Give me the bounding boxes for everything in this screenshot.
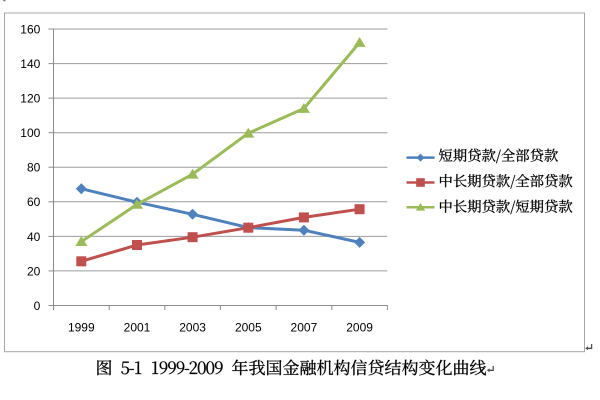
svg-text:2005: 2005 [235,321,262,335]
svg-text:2009: 2009 [346,321,373,335]
svg-text:2001: 2001 [124,321,151,335]
svg-text:2007: 2007 [291,321,318,335]
svg-text:140: 140 [20,57,40,71]
svg-text:60: 60 [27,195,41,209]
svg-text:0: 0 [34,299,41,313]
svg-text:160: 160 [20,22,40,36]
svg-text:80: 80 [27,161,41,175]
svg-text:100: 100 [20,126,40,140]
svg-text:120: 120 [20,92,40,106]
svg-text:2003: 2003 [179,321,206,335]
svg-text:1999: 1999 [68,321,95,335]
svg-text:20: 20 [27,264,41,278]
svg-text:40: 40 [27,230,41,244]
